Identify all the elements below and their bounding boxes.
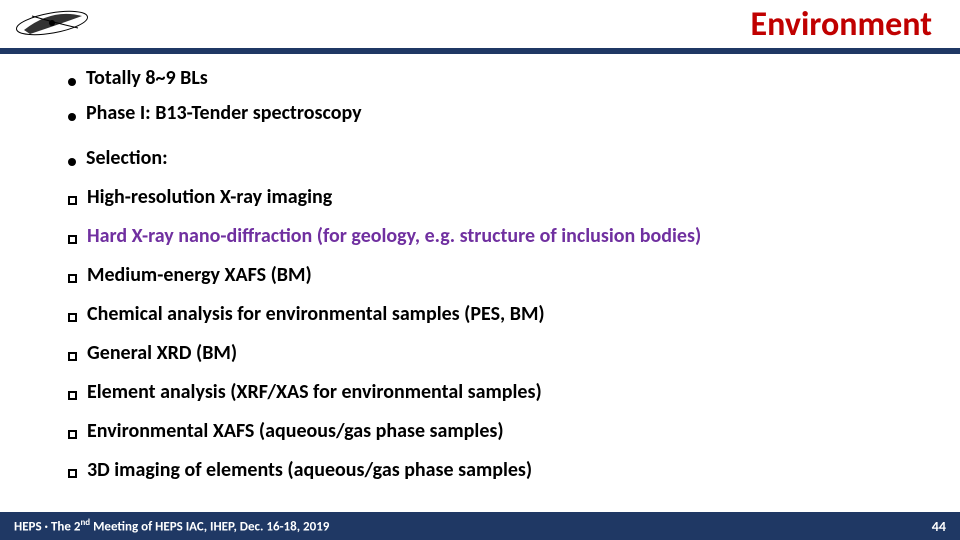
dot-icon: [68, 158, 76, 166]
logo-icon: [12, 4, 92, 42]
square-icon: [68, 469, 77, 478]
slide-title: Environment: [751, 4, 932, 45]
item-text: Hard X-ray nano-diffraction (for geology…: [87, 224, 701, 249]
item-text: High-resolution X-ray imaging: [87, 185, 332, 210]
page-number: 44: [932, 518, 946, 535]
bullet-text: Phase I: B13-Tender spectroscopy: [86, 101, 362, 126]
item-3d-imaging: 3D imaging of elements (aqueous/gas phas…: [68, 458, 928, 483]
square-icon: [68, 274, 77, 283]
square-icon: [68, 235, 77, 244]
footer-text: HEPS · The 2nd Meeting of HEPS IAC, IHEP…: [14, 517, 329, 534]
bullet-totally: Totally 8~9 BLs: [68, 66, 928, 91]
bullet-text: Selection:: [86, 146, 168, 171]
item-chem-analysis: Chemical analysis for environmental samp…: [68, 302, 928, 327]
dot-icon: [68, 78, 76, 86]
dot-icon: [68, 113, 76, 121]
bullet-phase1: Phase I: B13-Tender spectroscopy: [68, 101, 928, 126]
item-text: Element analysis (XRF/XAS for environmen…: [87, 380, 542, 405]
item-element-analysis: Element analysis (XRF/XAS for environmen…: [68, 380, 928, 405]
footer-suffix: Meeting of HEPS IAC, IHEP, Dec. 16-18, 2…: [90, 520, 329, 535]
footer-sup: nd: [80, 517, 90, 528]
item-medium-xafs: Medium-energy XAFS (BM): [68, 263, 928, 288]
footer-prefix: HEPS · The 2: [14, 520, 80, 535]
item-env-xafs: Environmental XAFS (aqueous/gas phase sa…: [68, 419, 928, 444]
item-text: Environmental XAFS (aqueous/gas phase sa…: [87, 419, 504, 444]
square-icon: [68, 196, 77, 205]
item-text: General XRD (BM): [87, 341, 237, 366]
item-hard-xray-nano: Hard X-ray nano-diffraction (for geology…: [68, 224, 928, 249]
bullet-text: Totally 8~9 BLs: [86, 66, 208, 91]
square-icon: [68, 430, 77, 439]
footer-bar: HEPS · The 2nd Meeting of HEPS IAC, IHEP…: [0, 512, 960, 540]
item-text: 3D imaging of elements (aqueous/gas phas…: [87, 458, 532, 483]
content-area: Totally 8~9 BLs Phase I: B13-Tender spec…: [68, 66, 928, 493]
item-text: Medium-energy XAFS (BM): [87, 263, 312, 288]
item-general-xrd: General XRD (BM): [68, 341, 928, 366]
title-underline: [0, 48, 960, 54]
slide: Environment Totally 8~9 BLs Phase I: B13…: [0, 0, 960, 540]
square-icon: [68, 313, 77, 322]
item-text: Chemical analysis for environmental samp…: [87, 302, 545, 327]
square-icon: [68, 391, 77, 400]
item-high-res-imaging: High-resolution X-ray imaging: [68, 185, 928, 210]
bullet-selection: Selection:: [68, 146, 928, 171]
square-icon: [68, 352, 77, 361]
